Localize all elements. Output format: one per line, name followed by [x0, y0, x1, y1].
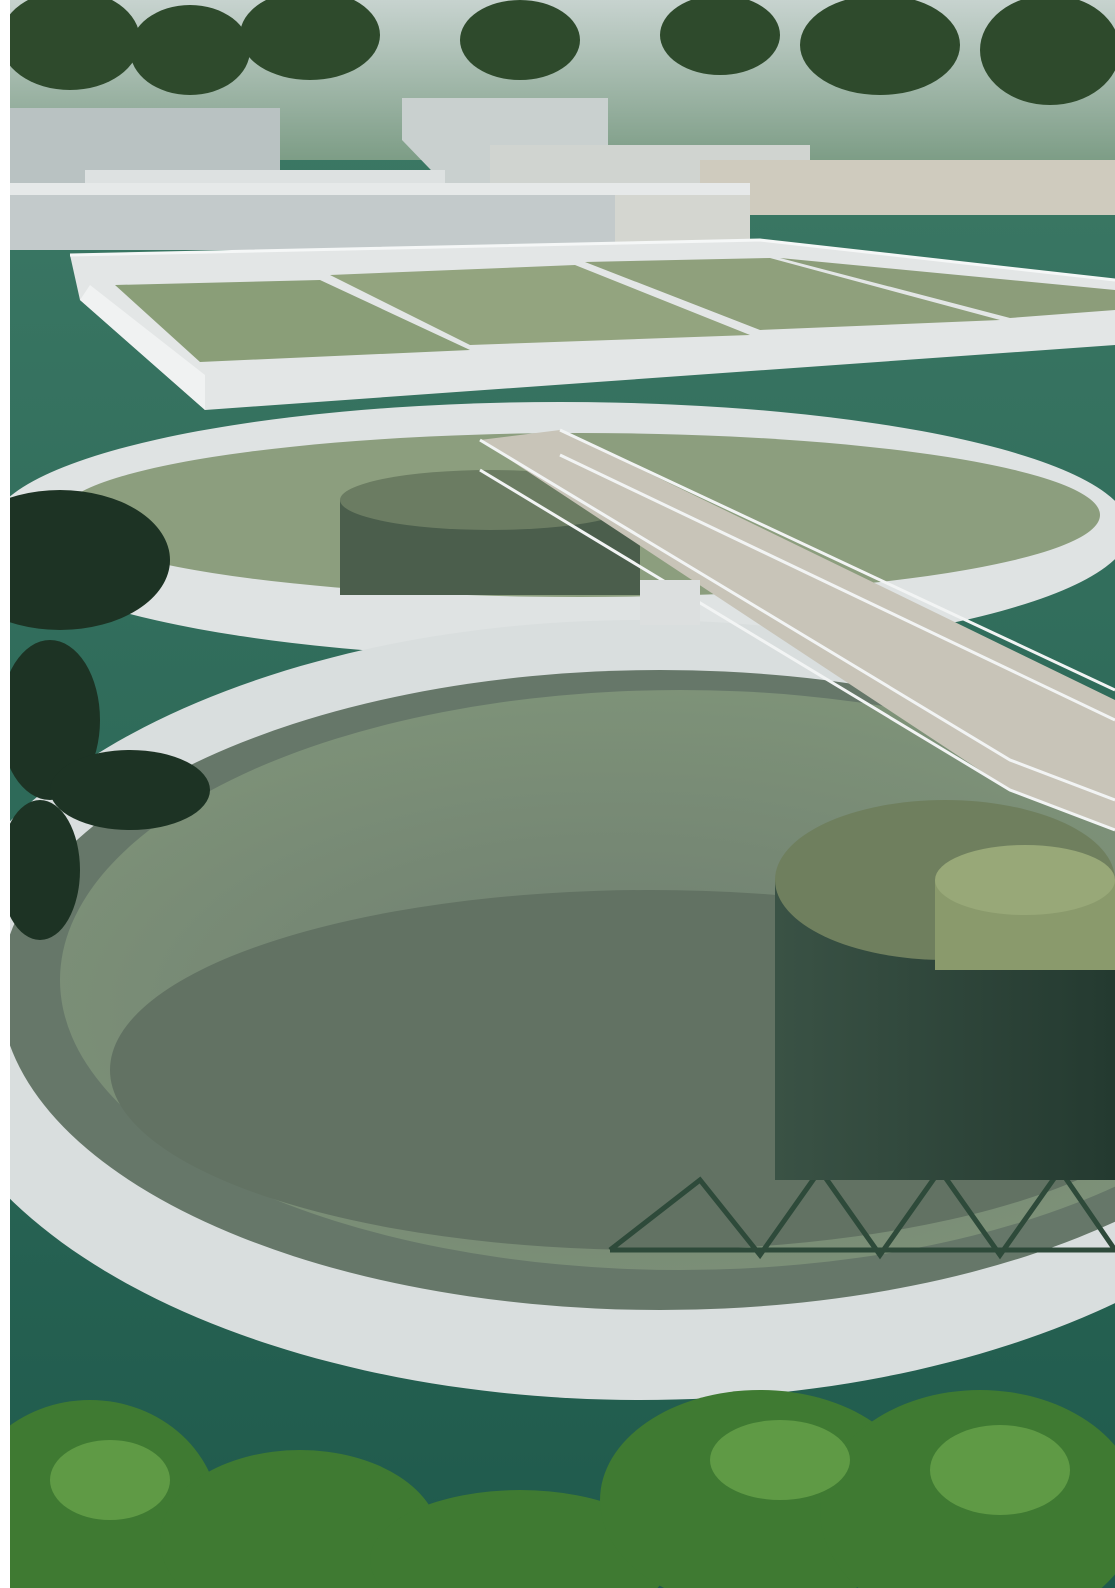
leaves — [0, 490, 170, 630]
railing — [69, 238, 1115, 282]
building — [615, 195, 750, 245]
rectangular-tanks — [69, 238, 1115, 410]
tree — [460, 0, 580, 80]
leaves — [0, 800, 80, 940]
tree — [980, 0, 1115, 105]
tree — [130, 5, 250, 95]
tree — [0, 0, 140, 90]
tank-basin — [115, 280, 470, 362]
tree — [240, 0, 380, 80]
rail — [559, 428, 1115, 692]
building — [700, 160, 1115, 215]
lower-clarifier — [0, 620, 1115, 1400]
tank-basin — [330, 265, 750, 345]
bridge-railing — [479, 428, 1115, 832]
tank-wall-front — [80, 285, 205, 410]
rail — [559, 453, 1115, 722]
truss — [608, 1165, 1115, 1260]
tank-basin — [780, 258, 1115, 318]
bush — [160, 1450, 440, 1588]
bush-highlight — [710, 1420, 850, 1500]
left-margin — [0, 0, 10, 1588]
tank-basin — [585, 258, 1000, 330]
leaves — [50, 750, 210, 830]
bush — [370, 1490, 670, 1588]
truss-line — [608, 1165, 1115, 1260]
tree — [800, 0, 960, 95]
bush-highlight — [50, 1440, 170, 1520]
roof-edge — [10, 183, 750, 195]
buildings — [10, 98, 1115, 250]
rail — [479, 438, 1115, 802]
leaves — [0, 640, 100, 800]
foliage-left — [0, 490, 210, 940]
bridge — [479, 428, 1115, 832]
tree-line — [0, 0, 1115, 105]
bush-highlights — [50, 1420, 1070, 1520]
bridge-stairs — [640, 580, 700, 625]
inner-drum-top — [935, 845, 1115, 915]
bush-highlight — [930, 1425, 1070, 1515]
rail — [479, 468, 1115, 832]
tree — [660, 0, 780, 75]
